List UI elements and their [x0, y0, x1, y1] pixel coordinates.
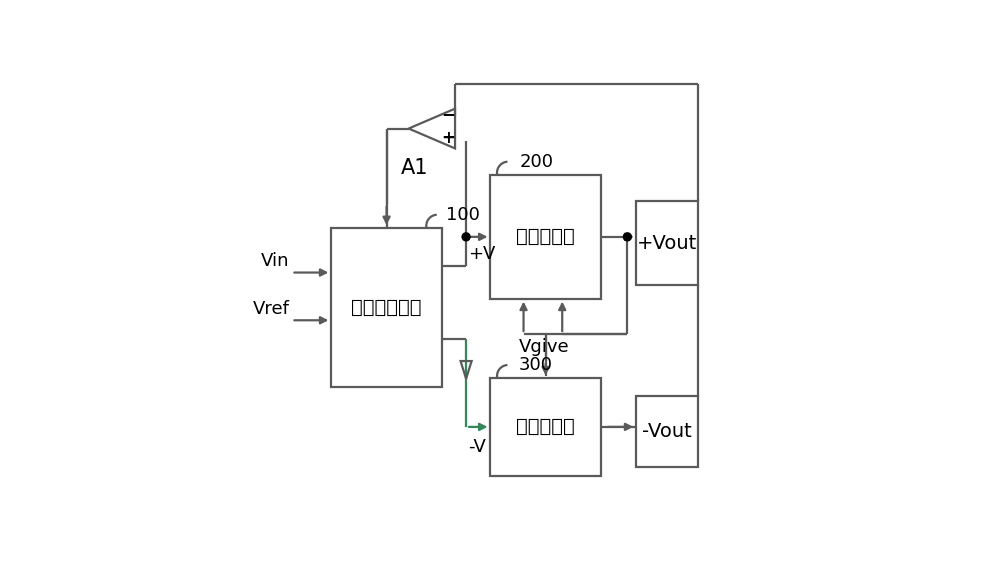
Bar [490, 378, 601, 475]
Text: +V: +V [468, 245, 496, 263]
Text: Vref: Vref [252, 300, 289, 318]
Text: 开关电源模块: 开关电源模块 [351, 298, 422, 317]
Bar [331, 228, 442, 387]
Text: A1: A1 [400, 158, 428, 179]
Bar [490, 175, 601, 298]
Bar [636, 201, 698, 285]
Text: -Vout: -Vout [642, 422, 692, 441]
Text: Vin: Vin [261, 253, 289, 270]
Circle shape [623, 233, 631, 241]
Text: 200: 200 [519, 153, 553, 170]
Text: Vgive: Vgive [519, 339, 570, 356]
Bar [636, 396, 698, 467]
Text: −: − [441, 105, 455, 123]
Text: -V: -V [468, 438, 486, 456]
Text: +Vout: +Vout [637, 234, 697, 253]
Text: +: + [441, 130, 455, 148]
Text: 100: 100 [446, 205, 480, 223]
Circle shape [462, 233, 470, 241]
Text: 负调整模块: 负调整模块 [516, 417, 575, 436]
Text: 正调整模块: 正调整模块 [516, 227, 575, 246]
Text: 300: 300 [519, 356, 553, 374]
